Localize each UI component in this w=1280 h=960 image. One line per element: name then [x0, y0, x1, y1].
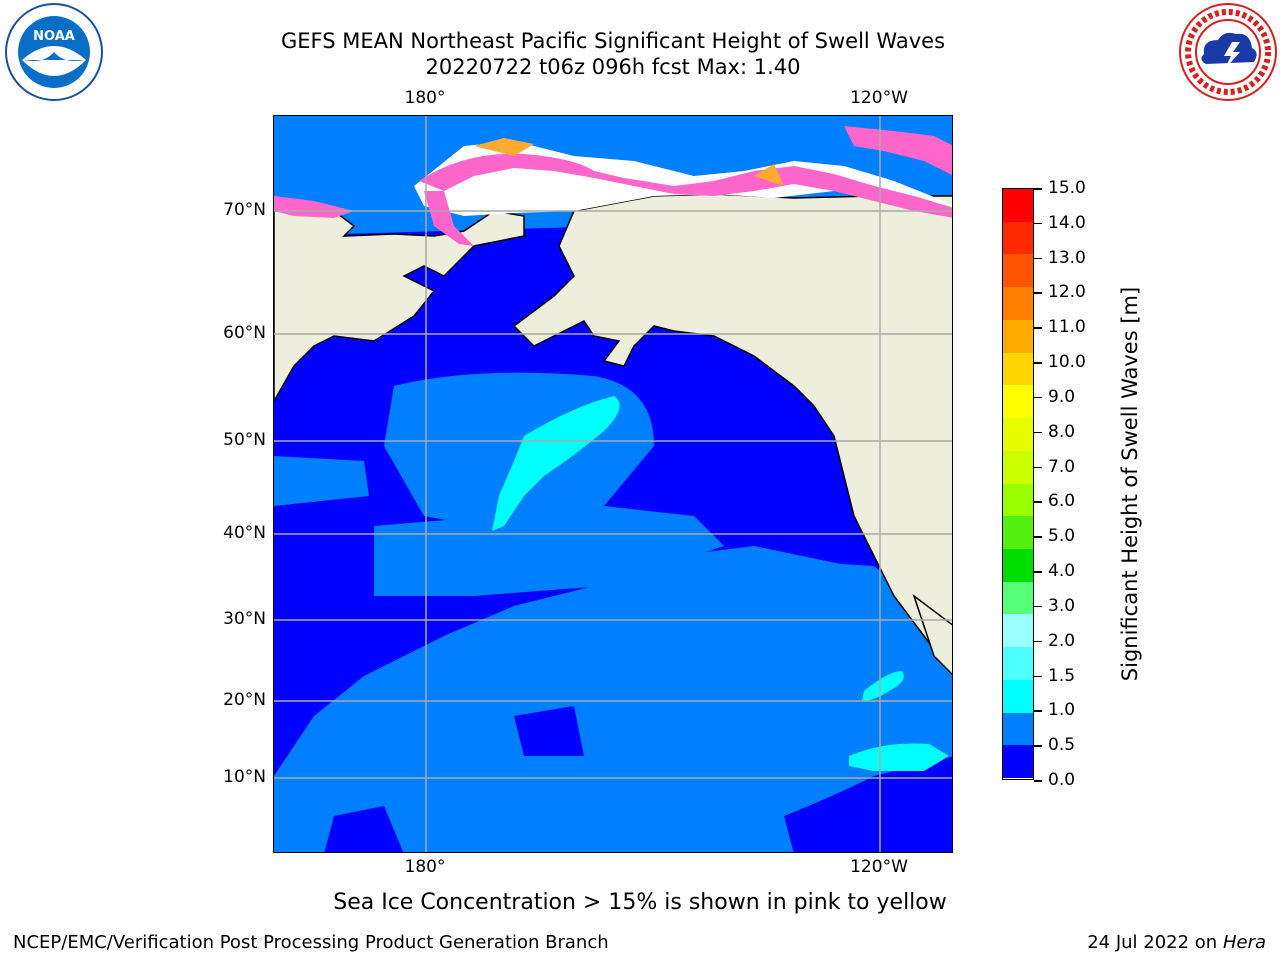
- svg-text:NOAA: NOAA: [33, 29, 75, 44]
- map-canvas: [274, 116, 952, 852]
- colorbar-title: Significant Height of Swell Waves [m]: [1118, 286, 1142, 682]
- lon-label-180-bottom: 180°: [404, 857, 446, 877]
- colorbar-segment: [1003, 548, 1033, 583]
- graticule: [274, 116, 952, 852]
- colorbar-segment: [1003, 483, 1033, 517]
- lat-label-10n: 10°N: [223, 767, 266, 787]
- colorbar-segment: [1003, 287, 1033, 321]
- colorbar-segment: [1003, 385, 1033, 419]
- swell-band-1.0-1.5: [492, 396, 949, 771]
- lat-label-50n: 50°N: [223, 430, 266, 450]
- colorbar-segment: [1003, 319, 1033, 354]
- colorbar-segment: [1003, 189, 1033, 223]
- colorbar-tick-label: 3.0: [1048, 595, 1076, 616]
- colorbar-tick-mark: [1034, 431, 1042, 434]
- colorbar-tick-mark: [1034, 710, 1042, 712]
- colorbar-tick-mark: [1034, 640, 1042, 643]
- lat-label-30n: 30°N: [223, 609, 266, 629]
- noaa-logo-icon: NOAA: [5, 3, 103, 101]
- colorbar-tick-label: 10.0: [1048, 352, 1086, 373]
- lat-label-70n: 70°N: [223, 200, 266, 220]
- nws-logo-icon: [1179, 3, 1277, 101]
- colorbar-tick-mark: [1034, 571, 1042, 573]
- colorbar-tick-mark: [1034, 188, 1042, 190]
- colorbar-segment: [1003, 679, 1033, 714]
- footer-date: 24 Jul 2022 on Hera: [1087, 932, 1266, 953]
- colorbar-tick-label: 1.0: [1048, 700, 1076, 721]
- colorbar-tick-mark: [1034, 222, 1042, 225]
- colorbar-tick-mark: [1034, 780, 1042, 782]
- colorbar-segment: [1003, 254, 1033, 288]
- swell-height-map: [273, 115, 953, 853]
- colorbar-tick-mark: [1034, 257, 1042, 260]
- footer-host: Hera: [1222, 932, 1266, 953]
- colorbar-tick-mark: [1034, 396, 1042, 399]
- colorbar-tick-label: 0.0: [1048, 770, 1076, 790]
- colorbar-tick-label: 13.0: [1048, 247, 1086, 268]
- sea-ice-note: Sea Ice Concentration > 15% is shown in …: [333, 890, 947, 915]
- lon-label-180-top: 180°: [404, 88, 446, 108]
- forecast-subtitle: 20220722 t06z 096h fcst Max: 1.40: [425, 55, 801, 79]
- colorbar-tick-mark: [1034, 745, 1042, 747]
- colorbar-tick-mark: [1034, 675, 1042, 678]
- footer-credit: NCEP/EMC/Verification Post Processing Pr…: [13, 932, 609, 953]
- colorbar-tick-mark: [1034, 536, 1042, 538]
- colorbar-segment: [1003, 712, 1033, 746]
- colorbar-segment: [1003, 450, 1033, 484]
- colorbar-segment: [1003, 745, 1033, 779]
- lat-label-40n: 40°N: [223, 523, 266, 543]
- colorbar-tick-label: 4.0: [1048, 561, 1076, 582]
- colorbar-segment: [1003, 647, 1033, 681]
- colorbar-tick-label: 11.0: [1048, 317, 1086, 338]
- colorbar-segment: [1003, 516, 1033, 550]
- colorbar-tick-mark: [1034, 327, 1042, 329]
- footer-date-text: 24 Jul 2022 on: [1087, 932, 1218, 953]
- colorbar-tick-mark: [1034, 605, 1042, 608]
- colorbar-tick-label: 6.0: [1048, 491, 1076, 512]
- colorbar-segment: [1003, 221, 1033, 255]
- lon-label-120w-bottom: 120°W: [850, 857, 908, 877]
- colorbar-segment: [1003, 418, 1033, 452]
- colorbar-tick-mark: [1034, 362, 1042, 364]
- land-mass: [274, 193, 952, 676]
- colorbar-segment: [1003, 581, 1033, 615]
- lon-label-120w-top: 120°W: [850, 88, 908, 108]
- colorbar-tick-mark: [1034, 466, 1042, 469]
- colorbar-tick-label: 8.0: [1048, 421, 1076, 442]
- colorbar-segment: [1003, 614, 1033, 648]
- lat-label-20n: 20°N: [223, 690, 266, 710]
- colorbar-tick-label: 12.0: [1048, 282, 1086, 303]
- chart-title: GEFS MEAN Northeast Pacific Significant …: [280, 29, 946, 53]
- colorbar-tick-label: 14.0: [1048, 212, 1086, 233]
- colorbar-tick-label: 2.0: [1048, 630, 1076, 651]
- colorbar-tick-label: 15.0: [1048, 178, 1086, 198]
- colorbar-tick-mark: [1034, 292, 1042, 294]
- colorbar-tick-label: 5.0: [1048, 526, 1076, 547]
- colorbar-tick-label: 7.0: [1048, 456, 1076, 477]
- colorbar-tick-mark: [1034, 501, 1042, 503]
- colorbar-tick-label: 9.0: [1048, 386, 1076, 407]
- colorbar: [1002, 188, 1034, 780]
- colorbar-tick-label: 0.5: [1048, 735, 1076, 756]
- sea-ice: [274, 126, 952, 246]
- colorbar-segment: [1003, 352, 1033, 386]
- lat-label-60n: 60°N: [223, 323, 266, 343]
- colorbar-tick-label: 1.5: [1048, 665, 1076, 686]
